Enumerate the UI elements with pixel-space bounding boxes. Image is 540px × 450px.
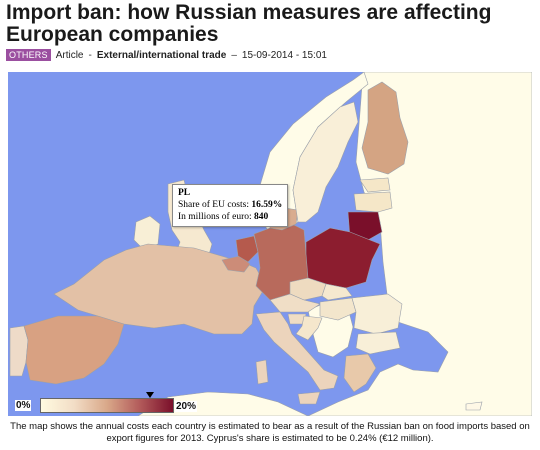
legend-min-label: 0% bbox=[15, 400, 32, 411]
map-tooltip: PL Share of EU costs: 16.59% In millions… bbox=[172, 184, 289, 227]
country-es[interactable] bbox=[23, 315, 125, 385]
tooltip-millions-row: In millions of euro: 840 bbox=[178, 211, 282, 223]
article-datetime: 15-09-2014 - 15:01 bbox=[241, 49, 327, 61]
europe-map[interactable] bbox=[8, 72, 532, 416]
country-cy[interactable] bbox=[465, 401, 483, 411]
country-pl[interactable] bbox=[305, 227, 381, 289]
tooltip-millions-label: In millions of euro: bbox=[178, 212, 252, 222]
meta-dash: – bbox=[231, 49, 237, 61]
tooltip-millions-value: 840 bbox=[254, 212, 269, 222]
map-caption: The map shows the annual costs each coun… bbox=[10, 421, 530, 444]
country-lv[interactable] bbox=[353, 191, 393, 213]
country-fi[interactable] bbox=[361, 81, 409, 175]
tooltip-share-value: 16.59% bbox=[251, 200, 283, 210]
country-bg[interactable] bbox=[355, 331, 401, 355]
legend-max-label: 20% bbox=[175, 401, 198, 412]
country-be[interactable] bbox=[221, 255, 251, 273]
country-sk[interactable] bbox=[321, 283, 353, 301]
page-title: Import ban: how Russian measures are aff… bbox=[6, 1, 492, 46]
country-gr[interactable] bbox=[343, 353, 377, 393]
country-it[interactable] bbox=[255, 311, 339, 391]
country-it-sicily[interactable] bbox=[297, 391, 321, 405]
article-meta: OTHERS Article - External/international … bbox=[6, 48, 327, 62]
legend-color-scale bbox=[40, 398, 174, 413]
map-svg bbox=[8, 72, 532, 416]
country-hu[interactable] bbox=[319, 297, 357, 321]
tooltip-share-label: Share of EU costs: bbox=[178, 200, 249, 210]
country-ee[interactable] bbox=[359, 177, 391, 193]
tooltip-share-row: Share of EU costs: 16.59% bbox=[178, 199, 282, 211]
country-ie[interactable] bbox=[133, 215, 161, 251]
meta-separator: - bbox=[88, 49, 92, 61]
article-category[interactable]: External/international trade bbox=[96, 49, 227, 61]
country-se[interactable] bbox=[292, 101, 359, 223]
country-ro[interactable] bbox=[351, 293, 403, 335]
country-nl[interactable] bbox=[235, 235, 259, 263]
article-type: Article bbox=[55, 49, 84, 61]
country-hr[interactable] bbox=[295, 315, 323, 341]
country-fr[interactable] bbox=[53, 243, 267, 335]
category-tag[interactable]: OTHERS bbox=[6, 49, 51, 61]
country-it-sardinia[interactable] bbox=[255, 359, 269, 385]
tooltip-country: PL bbox=[178, 188, 191, 198]
legend-marker-icon bbox=[146, 392, 154, 398]
